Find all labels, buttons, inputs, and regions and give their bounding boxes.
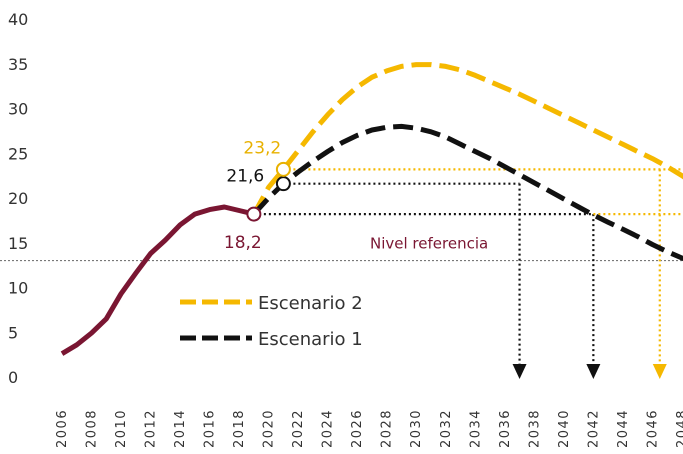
series-line-escenario1 <box>252 123 683 262</box>
y-tick-label: 10 <box>8 279 28 298</box>
down-arrow-icon <box>586 364 601 379</box>
y-tick-label: 20 <box>8 189 28 208</box>
data-marker <box>275 161 291 177</box>
x-tick-label: 2010 <box>114 409 129 448</box>
x-tick-label: 2034 <box>468 409 483 448</box>
x-axis-ticks: 2006 2008 2010 2012 2014 2016 2018 2020 2022 2024… <box>55 409 683 448</box>
x-tick-label: 2006 <box>55 409 70 448</box>
y-tick-label: 35 <box>8 55 28 74</box>
x-tick-label: 2040 <box>557 409 572 448</box>
x-tick-label: 2048 <box>675 409 683 448</box>
data-label: 21,6 <box>226 167 264 187</box>
reference-line-label: Nivel referencia <box>370 235 488 253</box>
y-tick-label: 40 <box>8 10 28 29</box>
x-tick-label: 2030 <box>409 409 424 448</box>
y-axis-ticks: 0 5 10 15 20 25 30 35 40 <box>8 10 28 387</box>
x-tick-label: 2032 <box>439 409 454 448</box>
series-line-escenario2 <box>251 62 683 216</box>
x-tick-label: 2014 <box>173 409 188 448</box>
data-marker <box>275 176 291 192</box>
x-tick-label: 2038 <box>527 409 542 448</box>
y-tick-label: 30 <box>8 100 28 119</box>
down-arrow-icon <box>512 364 527 379</box>
x-tick-label: 2022 <box>291 409 306 448</box>
reference-line-group: Nivel referencia <box>0 235 683 262</box>
x-tick-label: 2028 <box>380 409 395 448</box>
guide-lines-group <box>253 168 683 379</box>
x-tick-label: 2044 <box>616 409 631 448</box>
data-marker <box>246 206 262 222</box>
legend-label-escenario1: Escenario 1 <box>258 329 363 350</box>
x-tick-label: 2008 <box>85 409 100 448</box>
x-tick-label: 2012 <box>144 409 159 448</box>
x-tick-label: 2024 <box>321 409 336 448</box>
x-tick-label: 2016 <box>203 409 218 448</box>
markers-group: 18,2 21,6 23,2 <box>224 138 291 253</box>
x-tick-label: 2026 <box>350 409 365 448</box>
series-line-historico <box>60 204 255 356</box>
y-tick-label: 25 <box>8 144 28 163</box>
x-tick-label: 2036 <box>498 409 513 448</box>
y-tick-label: 5 <box>8 323 18 342</box>
down-arrow-icon <box>652 364 667 379</box>
series-group <box>60 62 683 356</box>
x-tick-label: 2020 <box>262 409 277 448</box>
legend: Escenario 2 Escenario 1 <box>180 293 363 350</box>
data-label: 23,2 <box>243 138 281 158</box>
x-tick-label: 2046 <box>645 409 660 448</box>
x-tick-label: 2018 <box>232 409 247 448</box>
y-tick-label: 15 <box>8 234 28 253</box>
y-tick-label: 0 <box>8 368 18 387</box>
x-tick-label: 2042 <box>586 409 601 448</box>
legend-label-escenario2: Escenario 2 <box>258 293 363 314</box>
data-label: 18,2 <box>224 233 262 253</box>
